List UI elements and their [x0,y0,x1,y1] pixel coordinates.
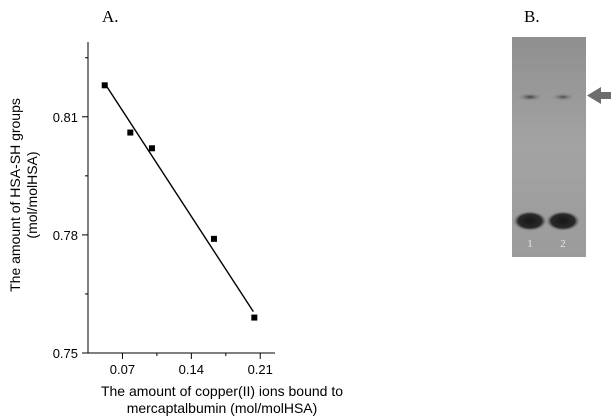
x-axis-label-line1: The amount of copper(II) ions bound to [101,383,343,399]
data-point [148,145,155,152]
y-tick-label: 0.75 [53,346,78,361]
y-axis-label-line1: The amount of HSA-SH groups [7,98,23,292]
y-tick-label: 0.81 [53,110,78,125]
gel-band-upper-lane2 [551,93,575,101]
fit-line-group [104,82,254,313]
lane-label-1: 1 [527,238,533,250]
gel-image: 1 2 [512,37,611,257]
x-tick-label: 0.14 [179,362,204,377]
data-points [101,82,258,321]
gel-band-lower-lane2 [546,211,580,231]
lane-label-2: 2 [560,238,566,250]
x-axis-label-line2: mercaptalbumin (mol/molHSA) [127,400,318,416]
scatter-chart: 0.07 0.14 0.21 0.75 0.78 0.81 The amount of … [7,42,343,416]
y-ticks: 0.75 0.78 0.81 [53,57,88,361]
gel-band-lower-lane1 [513,211,547,231]
x-tick-label: 0.07 [110,362,135,377]
gel-band-upper-lane1 [517,93,543,101]
data-point [251,314,258,321]
panel-b-label: B. [524,7,540,26]
x-ticks: 0.07 0.14 0.21 [110,353,273,377]
y-axis-label-line2: (mol/molHSA) [24,151,40,238]
band-arrow-icon [587,87,611,104]
x-tick-label: 0.21 [248,362,273,377]
y-tick-label: 0.78 [53,228,78,243]
data-point [127,129,134,136]
data-point [210,235,217,242]
panel-a-label: A. [102,7,119,26]
fit-line [104,82,254,313]
data-point [101,82,108,89]
